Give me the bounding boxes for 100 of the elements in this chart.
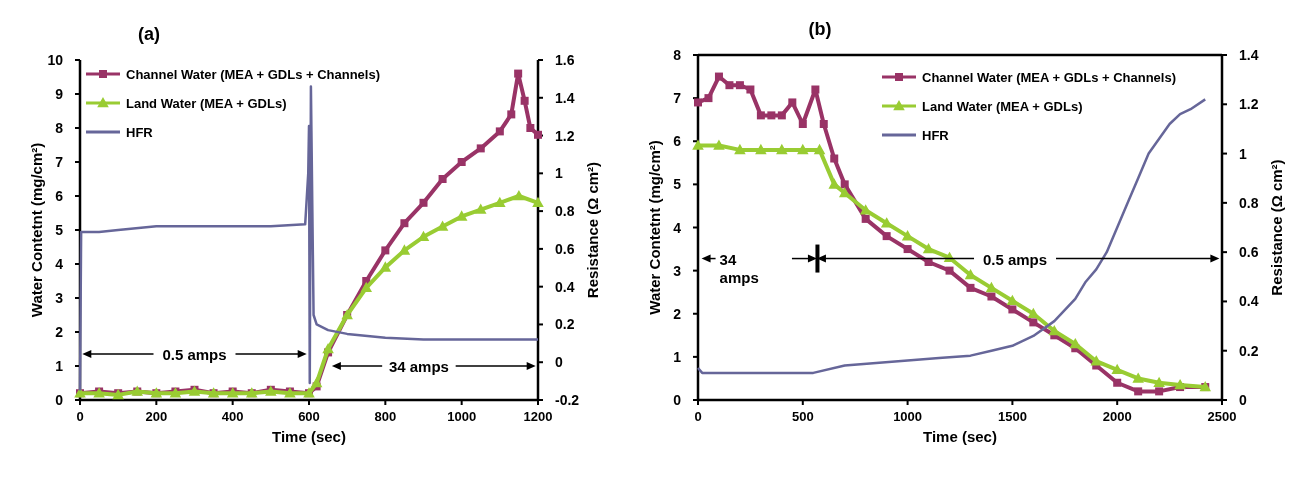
point xyxy=(400,219,409,228)
y-tick-label: 8 xyxy=(673,47,682,63)
point xyxy=(830,154,839,163)
point xyxy=(714,72,723,81)
y2-tick-label: 0 xyxy=(555,354,563,371)
y2-axis-title: Resistance (Ω cm²) xyxy=(1268,159,1285,296)
legend-label: HFR xyxy=(126,125,154,140)
y-tick-label: 3 xyxy=(55,290,64,306)
chart-title: (b) xyxy=(808,19,832,39)
point xyxy=(797,144,809,155)
point xyxy=(457,158,466,166)
point xyxy=(692,140,704,150)
point xyxy=(507,110,516,119)
x-axis-title: Time (sec) xyxy=(272,428,346,445)
point xyxy=(1132,373,1144,383)
point xyxy=(476,144,485,153)
y-axis-title: Water Contetnt (mg/cm²) xyxy=(28,142,45,318)
point xyxy=(923,243,934,254)
point xyxy=(811,85,820,94)
y-tick-label: 0 xyxy=(673,392,682,408)
legend-label: Channel Water (MEA + GDLs + Channels) xyxy=(922,70,1177,85)
point xyxy=(902,230,913,241)
point xyxy=(860,205,871,215)
y-tick-label: 8 xyxy=(55,120,64,136)
point xyxy=(828,179,840,189)
y2-tick-label: 1 xyxy=(1239,145,1247,162)
point xyxy=(819,120,828,128)
y-tick-label: 7 xyxy=(55,154,64,170)
point xyxy=(986,282,997,293)
point xyxy=(881,217,892,228)
point xyxy=(746,85,755,94)
y-tick-label: 6 xyxy=(673,133,682,150)
point xyxy=(713,140,725,150)
y-tick-label: 5 xyxy=(55,222,64,238)
point xyxy=(419,198,428,207)
point xyxy=(311,377,322,388)
point xyxy=(520,96,529,105)
y-tick-label: 2 xyxy=(55,324,64,340)
point xyxy=(987,292,996,301)
point xyxy=(725,81,734,90)
point xyxy=(903,245,912,254)
x-tick-label: 0 xyxy=(694,409,702,424)
point xyxy=(788,98,797,107)
point xyxy=(814,144,825,155)
x-tick-label: 400 xyxy=(221,409,244,424)
y-tick-label: 0 xyxy=(55,392,64,408)
point xyxy=(456,211,467,221)
y-axis-title: Water Contetnt (mg/cm²) xyxy=(646,140,663,315)
x-tick-label: 0 xyxy=(76,409,84,424)
point xyxy=(756,111,765,120)
point xyxy=(418,231,429,242)
y-tick-label: 9 xyxy=(55,86,64,102)
x-tick-label: 200 xyxy=(145,409,168,424)
point xyxy=(1153,377,1165,387)
x-tick-label: 800 xyxy=(374,409,397,424)
annotation: 0.5 amps xyxy=(162,346,227,364)
y2-tick-label: 1.4 xyxy=(1239,47,1259,63)
point xyxy=(1113,378,1122,387)
y2-tick-label: 0 xyxy=(1239,392,1247,408)
point xyxy=(965,269,976,280)
point xyxy=(1174,379,1186,390)
point xyxy=(322,343,334,354)
y-tick-label: 2 xyxy=(673,305,682,322)
y2-tick-label: 0.2 xyxy=(555,316,575,333)
y2-tick-label: 0.6 xyxy=(555,240,575,257)
point xyxy=(966,283,975,292)
point xyxy=(381,246,390,255)
point xyxy=(526,124,535,132)
line-series xyxy=(696,98,1207,375)
point xyxy=(380,262,391,272)
y2-tick-label: 1.6 xyxy=(555,52,575,68)
x-tick-label: 1000 xyxy=(893,409,923,424)
x-tick-label: 1200 xyxy=(523,409,553,424)
y2-tick-label: 0.8 xyxy=(1239,194,1259,211)
point xyxy=(475,204,486,214)
y2-tick-label: 1.2 xyxy=(555,127,575,144)
point xyxy=(840,180,849,189)
y2-tick-label: 0.4 xyxy=(555,278,575,295)
y-tick-label: 7 xyxy=(673,90,682,107)
y-tick-label: 10 xyxy=(47,52,64,68)
legend-label: Channel Water (MEA + GDLs + Channels) xyxy=(126,67,381,82)
point xyxy=(755,144,767,155)
y2-tick-label: 1.2 xyxy=(1239,96,1259,113)
point xyxy=(495,127,504,136)
point xyxy=(1029,318,1038,327)
point xyxy=(777,111,786,120)
legend-label: Land Water (MEA + GDLs) xyxy=(922,99,1083,114)
x-tick-label: 2500 xyxy=(1207,409,1237,424)
annotation: 34 amps xyxy=(719,250,759,286)
point xyxy=(399,245,410,255)
y-tick-label: 4 xyxy=(673,219,682,236)
point xyxy=(767,111,776,120)
x-tick-label: 1500 xyxy=(997,409,1027,424)
y-tick-label: 5 xyxy=(673,176,682,193)
y2-axis-title: Resistance (Ω cm²) xyxy=(584,161,601,299)
legend-label: HFR xyxy=(922,128,950,143)
point xyxy=(734,144,746,155)
point xyxy=(1008,305,1017,314)
point xyxy=(361,282,372,293)
point xyxy=(945,266,954,275)
